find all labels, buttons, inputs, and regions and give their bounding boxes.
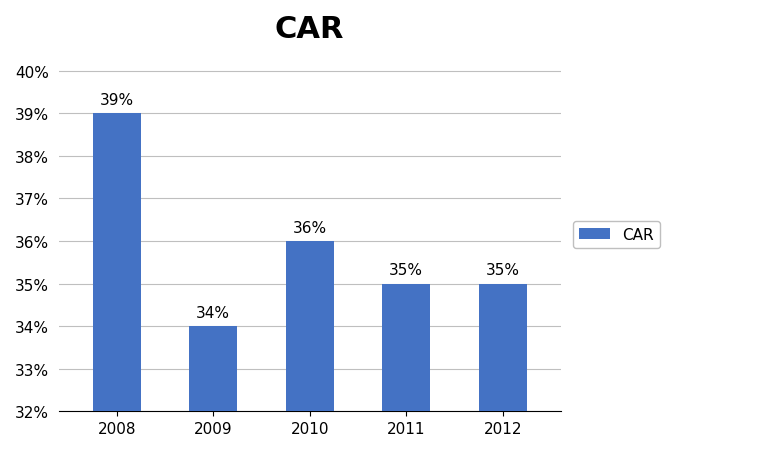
Text: 35%: 35%: [389, 262, 423, 277]
Bar: [189, 327, 237, 411]
Text: 35%: 35%: [485, 262, 520, 277]
Text: 34%: 34%: [197, 305, 230, 320]
Legend: CAR: CAR: [573, 221, 660, 249]
Bar: [93, 114, 141, 411]
Text: 36%: 36%: [293, 220, 327, 235]
Bar: [382, 284, 430, 411]
Bar: [286, 241, 334, 411]
Title: CAR: CAR: [275, 15, 345, 44]
Bar: [478, 284, 527, 411]
Text: 39%: 39%: [100, 92, 134, 108]
